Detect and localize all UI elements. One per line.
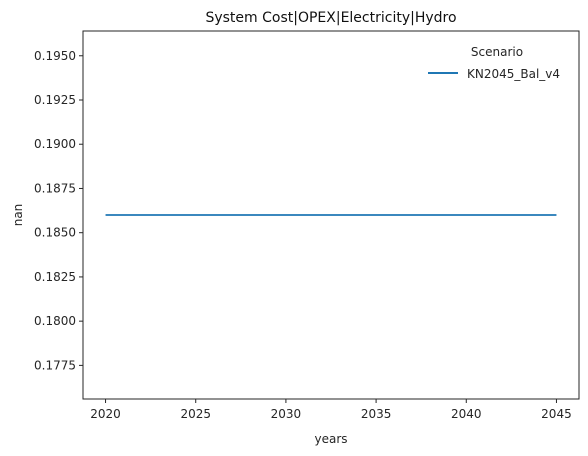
x-axis-label: years <box>314 432 347 446</box>
plot-frame <box>82 30 580 400</box>
y-tick-label: 0.1850 <box>34 226 76 240</box>
y-tick-label: 0.1900 <box>34 137 76 151</box>
chart-title: System Cost|OPEX|Electricity|Hydro <box>205 10 456 26</box>
x-tick-label: 2035 <box>361 407 392 421</box>
plot-area <box>82 30 580 400</box>
x-tick-label: 2025 <box>180 407 211 421</box>
y-tick-label: 0.1950 <box>34 49 76 63</box>
y-axis-label: nan <box>11 204 25 227</box>
y-tick-label: 0.1875 <box>34 181 76 195</box>
legend-label-kn2045-bal-v4: KN2045_Bal_v4 <box>467 67 560 81</box>
y-axis: 0.1775 0.1800 0.1825 0.1850 0.1875 0.1900 0.19… <box>34 49 83 372</box>
y-tick-label: 0.1925 <box>34 93 76 107</box>
legend-title: Scenario <box>471 45 523 59</box>
x-tick-label: 2020 <box>90 407 121 421</box>
y-tick-label: 0.1800 <box>34 314 76 328</box>
y-tick-label: 0.1825 <box>34 270 76 284</box>
legend: Scenario KN2045_Bal_v4 <box>428 45 560 81</box>
x-tick-label: 2030 <box>271 407 302 421</box>
y-tick-label: 0.1775 <box>34 358 76 372</box>
x-tick-label: 2040 <box>451 407 482 421</box>
x-tick-label: 2045 <box>541 407 572 421</box>
x-axis: 2020 2025 2030 2035 2040 2045 <box>90 399 572 421</box>
